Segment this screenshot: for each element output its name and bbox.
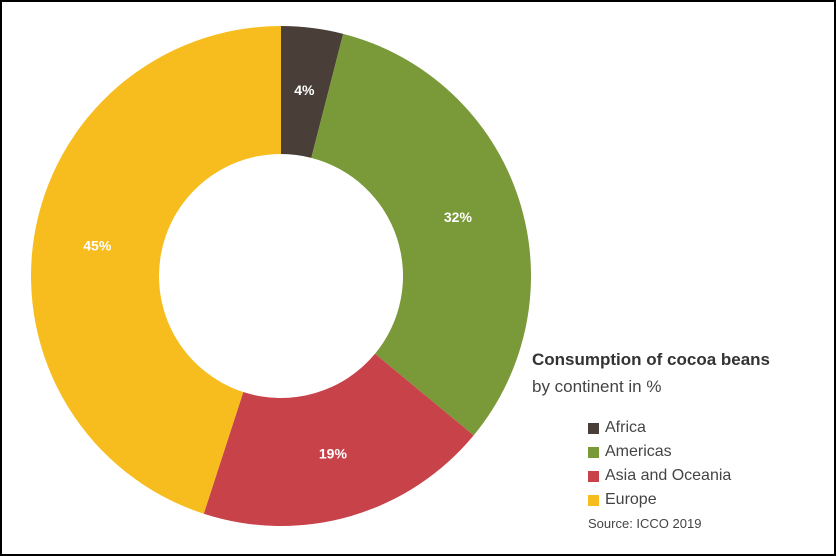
chart-source: Source: ICCO 2019 [588,516,702,531]
slice-label-africa: 4% [294,82,315,98]
legend-label: Americas [605,443,672,460]
slice-americas [311,33,531,436]
legend-swatch [588,494,599,506]
legend-item-africa: Africa [588,416,731,440]
legend-item-asia-and-oceania: Asia and Oceania [588,464,731,488]
chart-subtitle: by continent in % [532,377,662,396]
legend-swatch [588,470,599,482]
slice-label-europe: 45% [83,238,112,254]
slice-africa [281,26,344,158]
donut-slices [30,25,531,526]
legend-label: Asia and Oceania [605,467,732,484]
slice-asia-and-oceania [203,353,474,526]
legend-item-americas: Americas [588,440,731,464]
legend-swatch [588,422,599,434]
slice-label-americas: 32% [444,209,473,225]
legend: Africa Americas Asia and Oceania Europe [588,416,731,512]
slice-label-asia-and-oceania: 19% [319,445,348,461]
slice-europe [30,25,281,514]
donut-slice-labels: 4% 32% 19% 45% [83,82,472,461]
legend-swatch [588,446,599,458]
chart-title: Consumption of cocoa beans [532,350,771,369]
legend-label: Europe [605,491,657,508]
legend-item-europe: Europe [588,488,731,512]
legend-label: Africa [605,419,646,436]
